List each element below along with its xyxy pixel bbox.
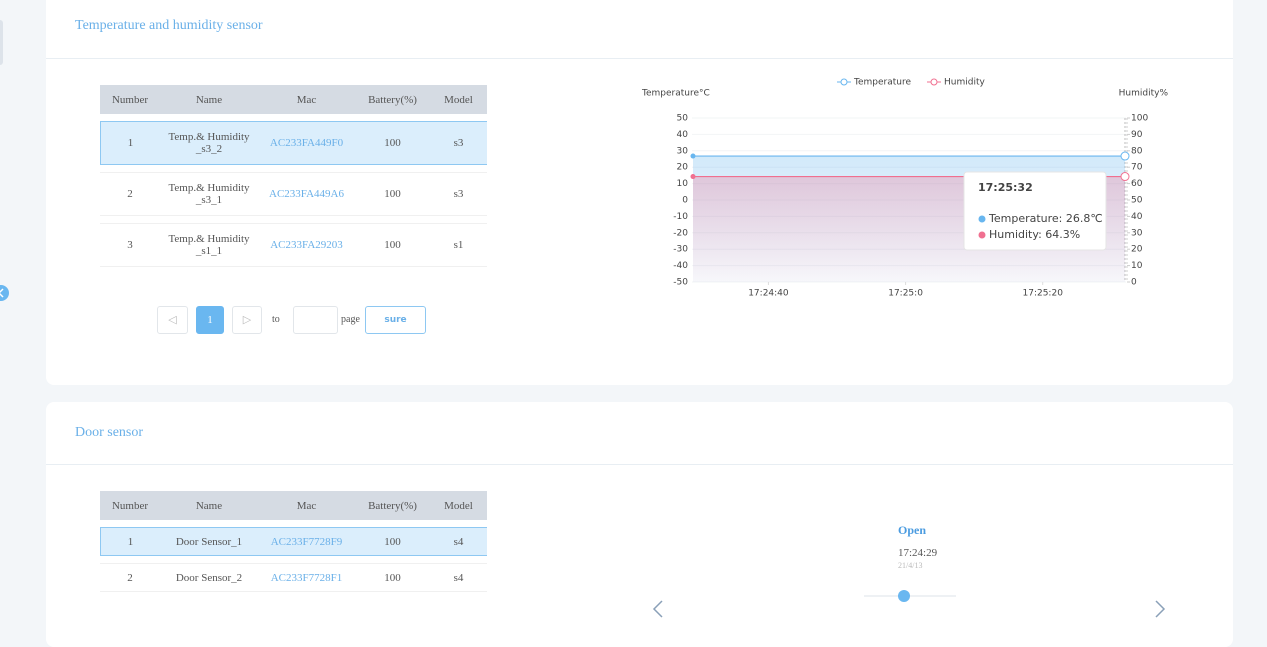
next-arrow[interactable] bbox=[1155, 600, 1166, 618]
door-timeline bbox=[652, 590, 1166, 618]
table-cell: Temp.& Humidity _s3_1 bbox=[160, 172, 258, 216]
table-cell: s3 bbox=[430, 121, 487, 165]
table-cell: 100 bbox=[355, 527, 430, 556]
door-state: Open bbox=[897, 523, 926, 537]
column-header: Name bbox=[160, 85, 258, 114]
column-header: Number bbox=[100, 85, 160, 114]
table-cell: 100 bbox=[355, 121, 430, 165]
timeline-dot[interactable] bbox=[898, 590, 910, 602]
panel-title: Temperature and humidity sensor bbox=[75, 18, 263, 33]
next-page[interactable]: ▷ bbox=[232, 306, 262, 334]
header-row: Number Name Mac Battery(%) Model bbox=[100, 85, 487, 114]
table-cell: Door Sensor_1 bbox=[160, 527, 258, 556]
column-header: Battery(%) bbox=[355, 491, 430, 520]
door-date: 21/4/13 bbox=[898, 561, 923, 570]
table-cell: 3 bbox=[100, 223, 160, 267]
column-header: Name bbox=[160, 491, 258, 520]
table-cell: AC233F7728F9 bbox=[258, 527, 355, 556]
table-cell: AC233FA29203 bbox=[258, 223, 355, 267]
table-cell: Temp.& Humidity _s3_2 bbox=[160, 121, 258, 165]
table-cell: 100 bbox=[355, 223, 430, 267]
table-cell: 1 bbox=[100, 527, 160, 556]
door-panel: Door sensor bbox=[46, 402, 1233, 647]
table-cell: AC233F7728F1 bbox=[258, 563, 355, 592]
prev-arrow[interactable] bbox=[652, 600, 663, 618]
table-row[interactable]: 2 Door Sensor_2 AC233F7728F1 100 s4 bbox=[100, 563, 487, 592]
table-cell: AC233FA449A6 bbox=[258, 172, 355, 216]
column-header: Number bbox=[100, 491, 160, 520]
table-cell: 1 bbox=[100, 121, 160, 165]
table-row[interactable]: 1 Door Sensor_1 AC233F7728F9 100 s4 bbox=[100, 527, 487, 556]
table-cell: AC233FA449F0 bbox=[258, 121, 355, 165]
panel-title: Door sensor bbox=[75, 425, 144, 440]
table-cell: Temp.& Humidity _s1_1 bbox=[160, 223, 258, 267]
table-cell: s1 bbox=[430, 223, 487, 267]
page-label: page bbox=[341, 314, 360, 325]
current-page[interactable]: 1 bbox=[196, 306, 224, 334]
table-row[interactable]: 1 Temp.& Humidity _s3_2 AC233FA449F0 100 s3 bbox=[100, 121, 487, 165]
header-row: Number Name Mac Battery(%) Model bbox=[100, 491, 487, 520]
door-time: 17:24:29 bbox=[898, 547, 938, 559]
table-cell: Door Sensor_2 bbox=[160, 563, 258, 592]
prev-page[interactable]: ◁ bbox=[157, 306, 188, 334]
table-row[interactable]: 3 Temp.& Humidity _s1_1 AC233FA29203 100 s1 bbox=[100, 223, 487, 267]
separator bbox=[46, 464, 1233, 465]
table-cell: s4 bbox=[430, 563, 487, 592]
table-row[interactable]: 2 Temp.& Humidity _s3_1 AC233FA449A6 100 s3 bbox=[100, 172, 487, 216]
collapse-button[interactable] bbox=[0, 284, 10, 302]
separator bbox=[46, 58, 1233, 59]
table-cell: 100 bbox=[355, 563, 430, 592]
door-table: Number Name Mac Battery(%) Model 1 Door Sensor… bbox=[100, 484, 487, 599]
page-input[interactable] bbox=[293, 306, 338, 334]
column-header: Mac bbox=[258, 491, 355, 520]
side-tab[interactable] bbox=[0, 20, 3, 65]
column-header: Model bbox=[430, 85, 487, 114]
column-header: Mac bbox=[258, 85, 355, 114]
table-cell: s4 bbox=[430, 527, 487, 556]
sure-button[interactable]: sure bbox=[365, 306, 426, 334]
table-cell: 2 bbox=[100, 563, 160, 592]
to-label: to bbox=[272, 314, 280, 325]
column-header: Battery(%) bbox=[355, 85, 430, 114]
table-cell: s3 bbox=[430, 172, 487, 216]
temp-table: Number Name Mac Battery(%) Model 1 Temp.& Humi… bbox=[100, 78, 487, 274]
column-header: Model bbox=[430, 491, 487, 520]
table-cell: 2 bbox=[100, 172, 160, 216]
table-cell: 100 bbox=[355, 172, 430, 216]
